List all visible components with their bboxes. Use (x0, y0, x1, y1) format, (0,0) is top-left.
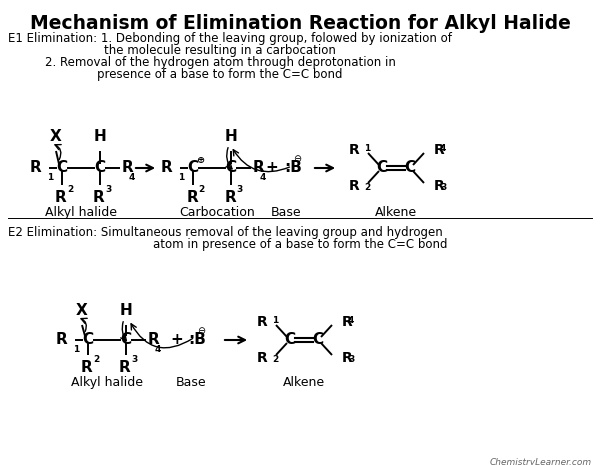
Text: 3: 3 (236, 185, 242, 194)
Text: ⊕: ⊕ (196, 155, 204, 165)
Text: Alkyl halide: Alkyl halide (71, 376, 143, 389)
Text: 3: 3 (131, 355, 137, 364)
Text: atom in presence of a base to form the C=C bond: atom in presence of a base to form the C… (153, 238, 447, 251)
Text: C: C (56, 160, 68, 175)
Text: C: C (313, 332, 323, 347)
Text: C: C (284, 332, 296, 347)
Text: Base: Base (176, 376, 206, 389)
Text: R: R (160, 160, 172, 175)
Text: 1: 1 (47, 173, 53, 182)
Text: the molecule resulting in a carbocation: the molecule resulting in a carbocation (104, 44, 336, 57)
Text: 1: 1 (73, 345, 79, 354)
Text: C: C (82, 332, 94, 347)
Text: +: + (266, 160, 278, 175)
Text: 3: 3 (440, 183, 446, 192)
Text: :B: :B (284, 160, 302, 175)
Text: 4: 4 (260, 173, 266, 182)
Text: 4: 4 (348, 316, 355, 325)
Text: X: X (76, 303, 88, 318)
Text: 2: 2 (67, 185, 73, 194)
Text: C: C (226, 160, 236, 175)
Text: H: H (94, 129, 106, 144)
Text: 4: 4 (155, 345, 161, 354)
Text: 4: 4 (129, 173, 136, 182)
Text: 2: 2 (272, 355, 278, 364)
Text: R: R (55, 332, 67, 347)
Text: 3: 3 (348, 355, 354, 364)
Text: E2 Elimination: Simultaneous removal of the leaving group and hydrogen: E2 Elimination: Simultaneous removal of … (8, 226, 443, 239)
Text: H: H (119, 303, 133, 318)
Text: 3: 3 (105, 185, 111, 194)
Text: C: C (376, 160, 388, 175)
Text: 1: 1 (364, 144, 370, 153)
Text: 2: 2 (364, 183, 370, 192)
Text: R: R (256, 315, 267, 329)
Text: R: R (93, 190, 105, 205)
Text: Carbocation: Carbocation (179, 206, 255, 219)
Text: +: + (170, 332, 184, 347)
Text: C: C (404, 160, 416, 175)
Text: R: R (55, 190, 67, 205)
Text: 1: 1 (178, 173, 184, 182)
Text: Base: Base (271, 206, 301, 219)
Text: R: R (29, 160, 41, 175)
Text: 4: 4 (440, 144, 446, 153)
Text: 2. Removal of the hydrogen atom through deprotonation in: 2. Removal of the hydrogen atom through … (44, 56, 395, 69)
Text: Alkene: Alkene (375, 206, 417, 219)
Text: ChemistryLearner.com: ChemistryLearner.com (490, 458, 592, 465)
Text: C: C (187, 160, 199, 175)
Text: R: R (224, 190, 236, 205)
Text: R: R (434, 143, 445, 157)
Text: Alkene: Alkene (283, 376, 325, 389)
Text: C: C (121, 332, 131, 347)
Text: Mechanism of Elimination Reaction for Alkyl Halide: Mechanism of Elimination Reaction for Al… (29, 14, 571, 33)
Text: R: R (342, 351, 353, 365)
Text: 2: 2 (198, 185, 204, 194)
Text: R: R (122, 160, 134, 175)
Text: E1 Elimination: 1. Debonding of the leaving group, folowed by ionization of: E1 Elimination: 1. Debonding of the leav… (8, 32, 452, 45)
Text: R: R (253, 160, 265, 175)
Text: 1: 1 (272, 316, 278, 325)
Text: X: X (50, 129, 62, 144)
Text: R: R (342, 315, 353, 329)
Text: ⊖: ⊖ (197, 326, 205, 336)
Text: R: R (256, 351, 267, 365)
Text: presence of a base to form the C=C bond: presence of a base to form the C=C bond (97, 68, 343, 81)
Text: R: R (119, 360, 131, 375)
Text: R: R (148, 332, 160, 347)
Text: :B: :B (188, 332, 206, 347)
Text: 2: 2 (93, 355, 99, 364)
Text: ⊖: ⊖ (293, 154, 301, 164)
Text: R: R (348, 143, 359, 157)
Text: R: R (348, 179, 359, 193)
Text: Alkyl halide: Alkyl halide (45, 206, 117, 219)
Text: R: R (186, 190, 198, 205)
Text: R: R (434, 179, 445, 193)
Text: C: C (94, 160, 106, 175)
Text: H: H (224, 129, 238, 144)
Text: R: R (81, 360, 93, 375)
